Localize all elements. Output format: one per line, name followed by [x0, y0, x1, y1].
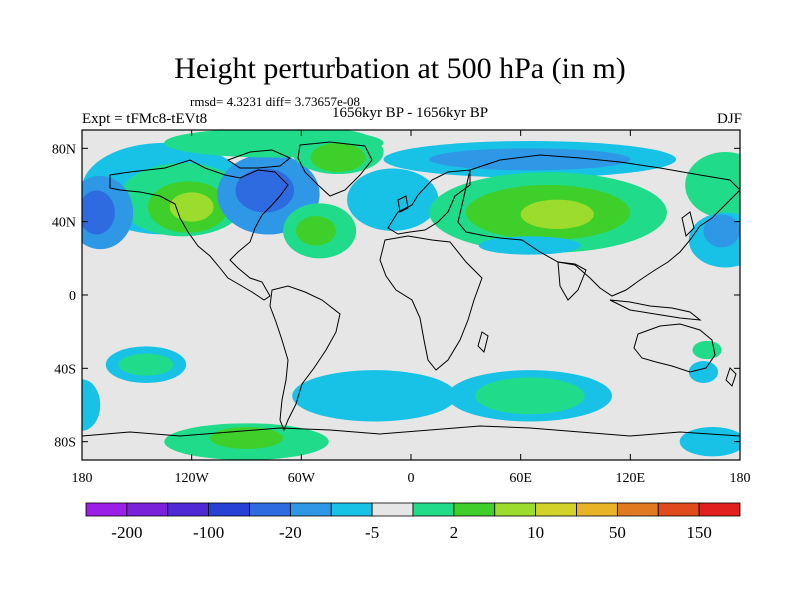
colorbar-swatch-8 [412, 502, 455, 517]
colorbar-label: 10 [527, 523, 544, 542]
contour-region-7 [235, 168, 295, 213]
colorbar-swatch-7 [371, 502, 414, 517]
colorbar-label: 2 [450, 523, 459, 542]
colorbar-swatch-13 [616, 502, 659, 517]
stats-label: rmsd= 4.3231 diff= 3.73657e-08 [190, 94, 361, 109]
colorbar-label: -100 [193, 523, 224, 542]
map-axes: 80N 40N 0 40S 80S 180 120W 60W 0 60E 120E 180 [52, 130, 751, 486]
colorbar-swatch-6 [330, 502, 373, 517]
contour-region-5 [82, 190, 115, 235]
colorbar-swatch-10 [494, 502, 537, 517]
contour-region-20 [685, 152, 740, 218]
lon-tick-label: 60W [288, 471, 316, 486]
colorbar-swatch-4 [249, 502, 291, 517]
contour-field [82, 130, 740, 460]
lat-tick-label: 40N [52, 216, 76, 231]
contour-region-26 [292, 370, 457, 422]
contour-region-32 [692, 340, 722, 360]
lon-tick-label: 60E [509, 471, 532, 486]
period-label: 1656kyr BP - 1656kyr BP [331, 105, 489, 121]
colorbar-label: -200 [111, 523, 142, 542]
colorbar-label: -5 [365, 523, 379, 542]
contour-region-18 [520, 199, 594, 229]
colorbar-swatch-2 [167, 502, 210, 517]
colorbar-swatch-11 [535, 502, 577, 517]
contour-region-31 [688, 361, 719, 383]
colorbar-swatch-5 [289, 502, 332, 517]
colorbar-label: 150 [686, 523, 712, 542]
plot-title: Height perturbation at 500 hPa (in m) [174, 52, 626, 85]
experiment-label: Expt = tFMc8-tEVt8 [82, 111, 208, 127]
contour-region-3 [169, 192, 214, 222]
contour-region-24 [118, 353, 174, 376]
lat-tick-label: 0 [69, 289, 76, 304]
lat-tick-label: 80N [52, 142, 76, 157]
colorbar-swatch-15 [698, 502, 741, 517]
lon-tick-label: 180 [730, 471, 751, 486]
lon-tick-label: 120W [175, 471, 210, 486]
lon-tick-label: 0 [408, 471, 415, 486]
colorbar-swatch-14 [657, 502, 700, 517]
colorbar-swatch-1 [126, 502, 169, 517]
contour-region-25 [82, 379, 101, 431]
contour-region-13 [295, 216, 337, 246]
colorbar-swatch-3 [208, 502, 250, 517]
contour-region-10 [310, 142, 366, 173]
colorbar-swatch-9 [453, 502, 496, 517]
contour-region-11 [347, 168, 439, 231]
colorbar-label: -20 [279, 523, 302, 542]
lon-tick-label: 120E [616, 471, 646, 486]
colorbar-swatch-0 [85, 502, 128, 517]
contour-region-33 [679, 427, 740, 457]
coastlines [82, 141, 740, 437]
contour-region-30 [474, 377, 585, 415]
season-label: DJF [716, 111, 742, 127]
contour-region-15 [429, 148, 631, 171]
lon-tick-label: 180 [72, 471, 93, 486]
colorbar-swatch-12 [576, 502, 618, 517]
colorbar: -200 -100 -20 -5 2 10 50 150 [85, 502, 741, 542]
contour-region-22 [703, 214, 740, 248]
colorbar-label: 50 [609, 523, 626, 542]
lat-tick-label: 80S [54, 436, 76, 451]
lat-tick-label: 40S [54, 362, 76, 377]
